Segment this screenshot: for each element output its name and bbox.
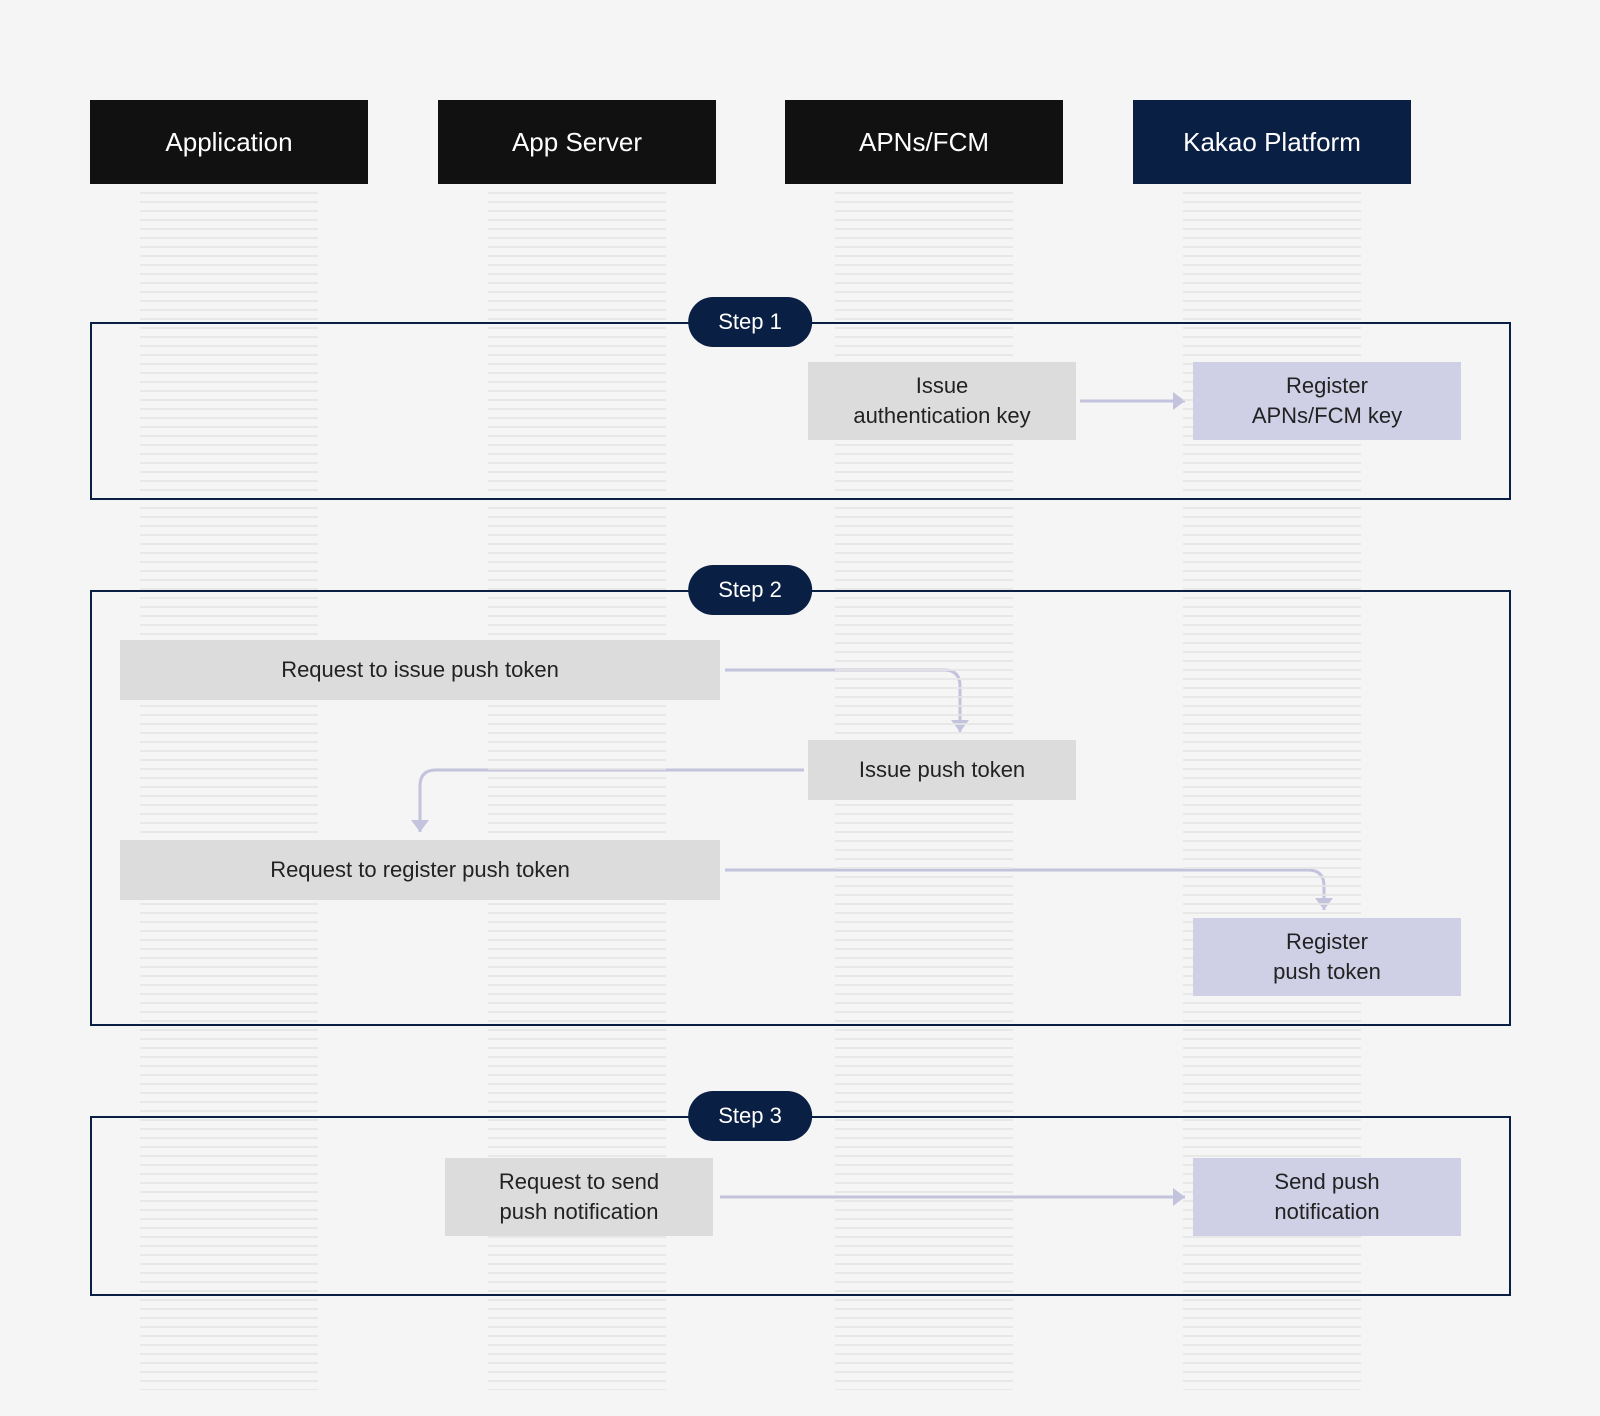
lane-header-label: APNs/FCM [859, 127, 989, 158]
lane-header-application: Application [90, 100, 368, 184]
node-issue-token: Issue push token [808, 740, 1076, 800]
node-label: Request to register push token [270, 855, 570, 885]
node-req-send-push: Request to send push notification [445, 1158, 713, 1236]
node-req-register-token: Request to register push token [120, 840, 720, 900]
node-label: Register push token [1273, 927, 1381, 986]
step-pill-label: Step 2 [718, 577, 782, 603]
node-register-token: Register push token [1193, 918, 1461, 996]
step-pill-label: Step 1 [718, 309, 782, 335]
node-label: Register APNs/FCM key [1252, 371, 1402, 430]
step-pill-step2: Step 2 [688, 565, 812, 615]
step-pill-step3: Step 3 [688, 1091, 812, 1141]
lane-header-label: Application [165, 127, 292, 158]
lane-header-kakao: Kakao Platform [1133, 100, 1411, 184]
node-label: Request to send push notification [499, 1167, 659, 1226]
node-register-key: Register APNs/FCM key [1193, 362, 1461, 440]
lane-header-apnsfcm: APNs/FCM [785, 100, 1063, 184]
lane-header-appserver: App Server [438, 100, 716, 184]
diagram-canvas: Application App Server APNs/FCM Kakao Platf… [0, 0, 1600, 1416]
node-label: Send push notification [1274, 1167, 1379, 1226]
step-pill-step1: Step 1 [688, 297, 812, 347]
node-label: Issue authentication key [853, 371, 1030, 430]
node-send-push: Send push notification [1193, 1158, 1461, 1236]
lane-header-label: Kakao Platform [1183, 127, 1361, 158]
step-pill-label: Step 3 [718, 1103, 782, 1129]
node-req-issue-token: Request to issue push token [120, 640, 720, 700]
node-issue-auth-key: Issue authentication key [808, 362, 1076, 440]
node-label: Issue push token [859, 755, 1025, 785]
lane-header-label: App Server [512, 127, 642, 158]
node-label: Request to issue push token [281, 655, 559, 685]
